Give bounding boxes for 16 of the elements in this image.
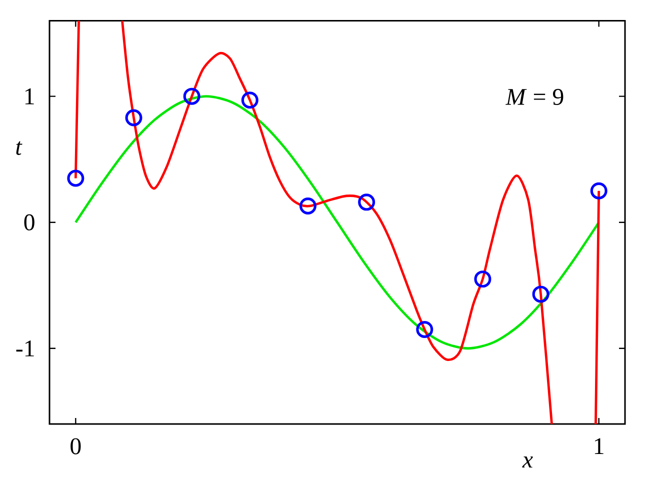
point [299,197,316,214]
x-axis-title: x [522,456,533,468]
y-tick-label: -1 [16,340,34,356]
annotation: M = 9 [506,88,564,105]
point [241,92,258,109]
point [590,182,608,200]
point [125,109,142,126]
point [532,286,550,303]
point [183,88,200,105]
point [474,270,492,288]
y-tick-label: 0 [24,214,34,230]
point [358,194,376,211]
y-tick-label: 1 [25,88,34,104]
point [416,320,434,338]
point [67,170,84,187]
y-axis-title: t [16,141,22,155]
